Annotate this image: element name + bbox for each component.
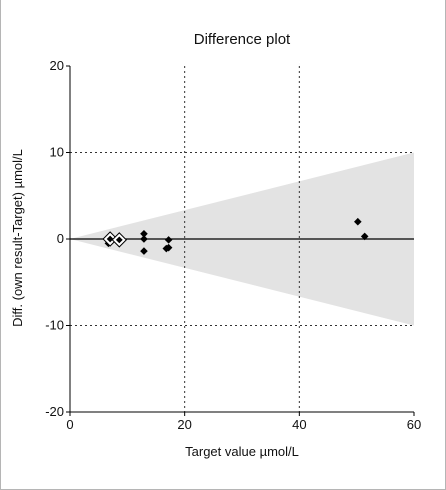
data-point-outlined-core (106, 235, 114, 243)
x-tick-label: 20 (177, 417, 191, 432)
x-tick-label: 60 (407, 417, 421, 432)
x-tick-label: 0 (66, 417, 73, 432)
y-tick-label: -20 (45, 404, 64, 419)
data-point-outlined-core (115, 236, 123, 244)
data-point (140, 235, 148, 243)
x-tick-label: 40 (292, 417, 306, 432)
data-point (140, 247, 148, 255)
data-point (164, 236, 173, 244)
y-tick-label: 20 (50, 58, 64, 73)
data-point (140, 230, 148, 238)
data-point (164, 243, 173, 252)
chart-title: Difference plot (194, 31, 291, 48)
data-point (360, 232, 369, 241)
data-point (354, 217, 362, 226)
y-tick-label: -10 (45, 318, 64, 333)
x-axis-label: Target value µmol/L (185, 444, 299, 459)
y-tick-label: 0 (57, 231, 64, 246)
y-tick-label: 10 (50, 145, 64, 160)
y-axis-label: Diff. (own result-Target) µmol/L (10, 149, 25, 327)
